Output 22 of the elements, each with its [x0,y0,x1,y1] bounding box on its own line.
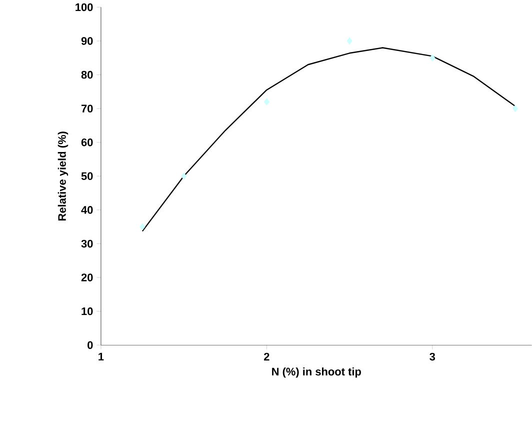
y-tick-label: 30 [81,240,93,248]
point [346,37,352,45]
point [512,104,518,112]
y-tick-label: 40 [81,206,93,214]
x-tick-label: 3 [430,352,436,361]
point [430,54,436,62]
point [264,98,270,106]
y-axis-title: Relative yield (%) [58,132,68,220]
x-tick-label: 2 [264,352,270,360]
point [181,172,187,180]
y-tick-label: 50 [81,172,93,180]
y-tick-label: 90 [81,37,93,45]
y-tick-label: 20 [81,274,93,282]
y-tick-label: 60 [81,138,93,146]
x-axis-title: N (%) in shoot tip [272,367,361,378]
y-tick-label: 10 [82,307,93,316]
point [140,223,146,230]
y-tick-label: 80 [81,70,93,79]
y-tick-label: 70 [81,104,93,112]
y-tick-label: 0 [88,341,93,349]
y-tick-label: 100 [76,3,93,12]
x-tick-label: 1 [98,352,104,360]
